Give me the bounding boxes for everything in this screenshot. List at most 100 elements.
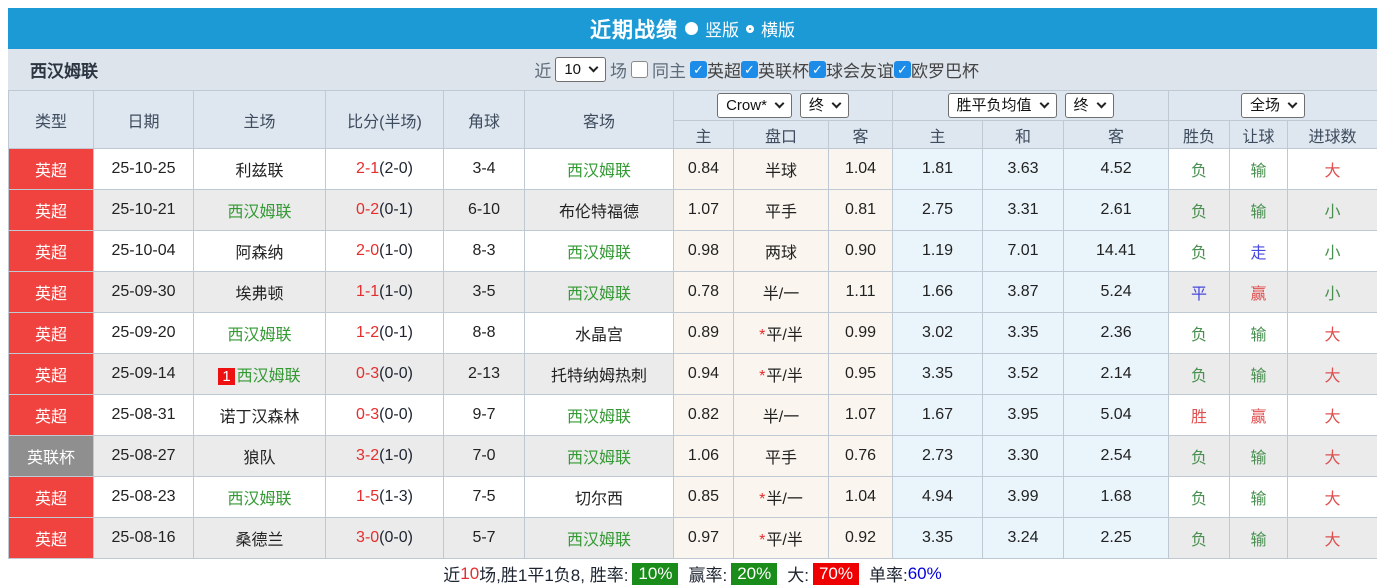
league-checkbox-friendly[interactable]: ✓ bbox=[809, 61, 826, 78]
fulltime-score: 1-2 bbox=[356, 324, 379, 341]
recent-label: 近 bbox=[534, 57, 551, 82]
halftime-score: (0-1) bbox=[379, 324, 413, 341]
chevron-down-icon bbox=[589, 63, 599, 73]
corner-cell: 7-5 bbox=[444, 477, 525, 518]
result-cell: 负 bbox=[1169, 231, 1230, 272]
asian-home-odds: 0.97 bbox=[674, 518, 734, 559]
away-team-cell: 布伦特福德 bbox=[525, 190, 674, 231]
handicap-result-cell: 输 bbox=[1230, 149, 1288, 190]
page-title: 近期战绩 bbox=[590, 14, 678, 44]
summary-prefix: 近 bbox=[443, 561, 460, 586]
halftime-score: (0-0) bbox=[379, 365, 413, 382]
col-header-home: 主场 bbox=[194, 91, 326, 149]
euro-away-odds: 2.36 bbox=[1064, 313, 1169, 354]
euro-draw-odds: 3.87 bbox=[983, 272, 1064, 313]
euro-draw-odds: 3.63 bbox=[983, 149, 1064, 190]
europe-source-select[interactable]: 胜平负均值 bbox=[948, 93, 1057, 118]
same-home-checkbox[interactable] bbox=[631, 61, 648, 78]
home-team-cell: 埃弗顿 bbox=[194, 272, 326, 313]
euro-home-odds: 1.66 bbox=[893, 272, 983, 313]
subheader-result: 胜负 bbox=[1169, 121, 1230, 149]
asian-handicap-cell: 两球 bbox=[734, 231, 829, 272]
asian-odds-header-group: Crow* 终 bbox=[674, 91, 893, 121]
horizontal-view-label[interactable]: 横版 bbox=[761, 16, 795, 41]
score-cell: 2-1(2-0) bbox=[326, 149, 444, 190]
odds-time-select[interactable]: 终 bbox=[800, 93, 849, 118]
handicap-text: 两球 bbox=[765, 245, 797, 262]
home-team-cell: 狼队 bbox=[194, 436, 326, 477]
away-team-cell: 西汉姆联 bbox=[525, 518, 674, 559]
star-marker: * bbox=[759, 368, 765, 385]
summary-record: 场,胜1平1负8, 胜率: bbox=[479, 561, 628, 586]
odds-source-select[interactable]: Crow* bbox=[717, 93, 792, 118]
filter-controls: 近 10 场 同主 ✓ 英超 ✓ 英联杯 ✓ 球会友谊 ✓ 欧罗巴杯 bbox=[530, 57, 979, 82]
league-label-premier[interactable]: 英超 bbox=[707, 57, 741, 82]
subheader-handicap: 盘口 bbox=[734, 121, 829, 149]
euro-draw-odds: 3.35 bbox=[983, 313, 1064, 354]
away-team-name: 切尔西 bbox=[575, 491, 623, 508]
euro-home-odds: 1.19 bbox=[893, 231, 983, 272]
team-name: 西汉姆联 bbox=[30, 57, 98, 82]
away-team-name: 水晶宫 bbox=[575, 327, 623, 344]
away-team-name: 西汉姆联 bbox=[567, 286, 631, 303]
league-label-europa[interactable]: 欧罗巴杯 bbox=[911, 57, 979, 82]
corner-cell: 6-10 bbox=[444, 190, 525, 231]
horizontal-view-radio[interactable] bbox=[746, 25, 754, 33]
euro-draw-odds: 3.31 bbox=[983, 190, 1064, 231]
scope-select[interactable]: 全场 bbox=[1241, 93, 1305, 118]
home-team-name: 桑德兰 bbox=[235, 532, 283, 549]
asian-away-odds: 0.99 bbox=[829, 313, 893, 354]
select-value: 终 bbox=[1074, 96, 1089, 115]
home-team-cell: 阿森纳 bbox=[194, 231, 326, 272]
home-team-name: 西汉姆联 bbox=[237, 368, 301, 385]
asian-away-odds: 0.90 bbox=[829, 231, 893, 272]
halftime-score: (0-1) bbox=[379, 201, 413, 218]
league-checkbox-premier[interactable]: ✓ bbox=[690, 61, 707, 78]
fulltime-score: 3-2 bbox=[356, 447, 379, 464]
goals-result-cell: 大 bbox=[1288, 477, 1377, 518]
league-checkbox-efl-cup[interactable]: ✓ bbox=[741, 61, 758, 78]
odd-rate-value: 60% bbox=[908, 564, 942, 584]
euro-away-odds: 14.41 bbox=[1064, 231, 1169, 272]
league-label-efl-cup[interactable]: 英联杯 bbox=[758, 57, 809, 82]
halftime-score: (0-0) bbox=[379, 406, 413, 423]
scope-header-group: 全场 bbox=[1169, 91, 1377, 121]
league-checkbox-europa[interactable]: ✓ bbox=[894, 61, 911, 78]
col-header-type: 类型 bbox=[9, 91, 94, 149]
asian-home-odds: 0.78 bbox=[674, 272, 734, 313]
home-team-cell: 西汉姆联 bbox=[194, 190, 326, 231]
asian-home-odds: 1.07 bbox=[674, 190, 734, 231]
col-header-score: 比分(半场) bbox=[326, 91, 444, 149]
league-label-friendly[interactable]: 球会友谊 bbox=[826, 57, 894, 82]
result-cell: 负 bbox=[1169, 354, 1230, 395]
away-team-cell: 托特纳姆热刺 bbox=[525, 354, 674, 395]
euro-home-odds: 3.35 bbox=[893, 518, 983, 559]
away-team-name: 布伦特福德 bbox=[559, 204, 639, 221]
corner-cell: 8-3 bbox=[444, 231, 525, 272]
halftime-score: (1-0) bbox=[379, 242, 413, 259]
match-count-select[interactable]: 10 bbox=[555, 57, 606, 82]
europe-time-select[interactable]: 终 bbox=[1065, 93, 1114, 118]
vertical-view-radio[interactable] bbox=[685, 22, 698, 35]
handicap-result-cell: 走 bbox=[1230, 231, 1288, 272]
euro-away-odds: 2.61 bbox=[1064, 190, 1169, 231]
euro-home-odds: 1.81 bbox=[893, 149, 983, 190]
asian-handicap-cell: 平手 bbox=[734, 436, 829, 477]
euro-home-odds: 4.94 bbox=[893, 477, 983, 518]
away-team-cell: 西汉姆联 bbox=[525, 149, 674, 190]
subheader-asian-home: 主 bbox=[674, 121, 734, 149]
handicap-result-cell: 输 bbox=[1230, 354, 1288, 395]
asian-away-odds: 0.76 bbox=[829, 436, 893, 477]
asian-handicap-cell: 半/一 bbox=[734, 395, 829, 436]
euro-home-odds: 2.75 bbox=[893, 190, 983, 231]
asian-handicap-cell: *平/半 bbox=[734, 313, 829, 354]
same-home-label: 同主 bbox=[652, 57, 686, 82]
vertical-view-label[interactable]: 竖版 bbox=[705, 16, 739, 41]
subheader-euro-draw: 和 bbox=[983, 121, 1064, 149]
handicap-result-cell: 输 bbox=[1230, 436, 1288, 477]
handicap-result-cell: 赢 bbox=[1230, 395, 1288, 436]
